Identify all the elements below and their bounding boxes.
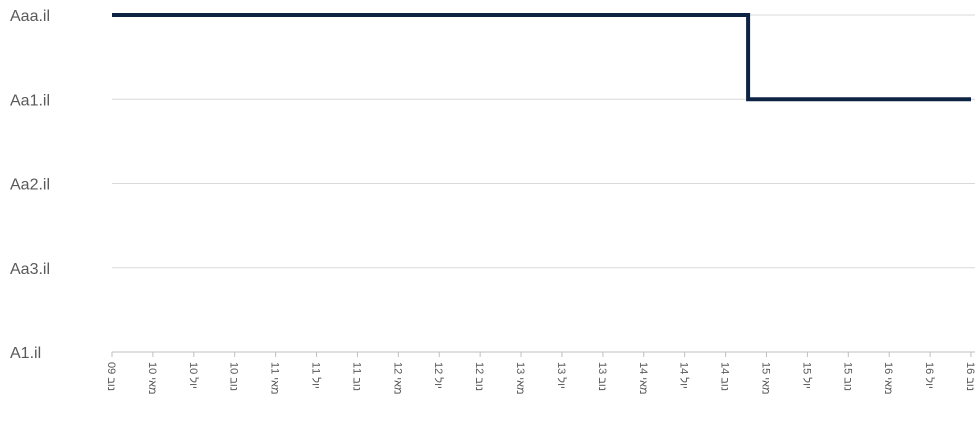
y-axis-labels: Aaa.il Aa1.il Aa2.il Aa3.il A1.il: [10, 8, 50, 362]
x-tick-label: 14 מאי: [637, 362, 649, 395]
x-tick-label: 11 נוב: [350, 362, 362, 391]
x-tick-label: 10 יול: [187, 362, 200, 389]
x-tick-label: 12 מאי: [391, 362, 403, 395]
x-tick-label: 09 נוב: [105, 362, 117, 391]
series-layer: [112, 13, 971, 102]
x-tick-label: 15 מאי: [759, 362, 771, 395]
x-tick-label: 11 מאי: [269, 362, 281, 395]
gridlines: [112, 14, 975, 269]
y-tick-label: Aaa.il: [10, 8, 50, 25]
x-tick-label: 11 יול: [310, 362, 323, 389]
x-tick-label: 16 נוב: [964, 362, 976, 391]
x-tick-label: 12 יול: [432, 362, 445, 389]
x-tick-label: 16 מאי: [882, 362, 894, 395]
y-tick-label: Aa3.il: [10, 261, 50, 278]
x-tick-label: 13 נוב: [596, 362, 608, 391]
x-tick-label: 15 יול: [800, 362, 813, 389]
x-axis-labels: 09 נוב 10 מאי 10 יול 10 נוב 11 מאי 11 יול 11 נ…: [105, 362, 976, 395]
x-tick-label: 13 מאי: [514, 362, 526, 395]
x-tick-label: 13 יול: [555, 362, 568, 389]
y-tick-label: Aa2.il: [10, 177, 50, 194]
rating-series-line: [112, 13, 971, 102]
y-tick-label: A1.il: [10, 345, 41, 362]
x-tick-label: 12 נוב: [473, 362, 485, 391]
x-tick-label: 10 מאי: [146, 362, 158, 395]
x-tick-label: 14 יול: [678, 362, 691, 389]
x-tick-label: 15 נוב: [841, 362, 853, 391]
x-axis: [111, 351, 975, 357]
x-tick-label: 16 יול: [923, 362, 936, 389]
x-tick-label: 14 נוב: [719, 362, 731, 391]
y-tick-label: Aa1.il: [10, 92, 50, 109]
x-tick-label: 10 נוב: [228, 362, 240, 391]
